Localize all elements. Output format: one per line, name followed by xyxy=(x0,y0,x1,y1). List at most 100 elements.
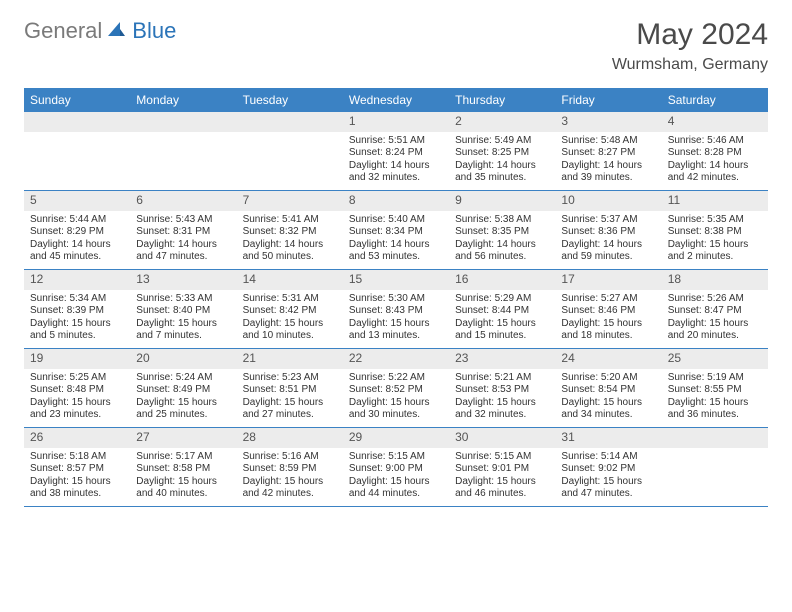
day-cell xyxy=(237,112,343,190)
day-number-bar: 28 xyxy=(237,428,343,448)
day-cell: 13 Sunrise: 5:33 AMSunset: 8:40 PMDayligh… xyxy=(130,270,236,348)
day-number: 2 xyxy=(455,114,462,128)
sunrise-text: Sunrise: 5:46 AM xyxy=(668,135,762,148)
day-body: Sunrise: 5:46 AMSunset: 8:28 PMDaylight:… xyxy=(662,132,768,189)
day-cell xyxy=(662,428,768,506)
day-body xyxy=(237,132,343,139)
day-header: Friday xyxy=(555,88,661,112)
sunset-text: Sunset: 8:53 PM xyxy=(455,384,549,397)
day-number-bar xyxy=(237,112,343,132)
day-cell: 30Sunrise: 5:15 AMSunset: 9:01 PMDayligh… xyxy=(449,428,555,506)
daylight-text: Daylight: 14 hours xyxy=(349,160,443,173)
sunrise-text: Sunrise: 5:22 AM xyxy=(349,372,443,385)
daylight-text: Daylight: 15 hours xyxy=(561,476,655,489)
day-header: Sunday xyxy=(24,88,130,112)
daylight-text: Daylight: 14 hours xyxy=(30,239,124,252)
day-number: 28 xyxy=(243,430,256,444)
day-number-bar: 13 xyxy=(130,270,236,290)
daylight-text: and 7 minutes. xyxy=(136,330,230,343)
day-number-bar: 1 xyxy=(343,112,449,132)
daylight-text: and 36 minutes. xyxy=(668,409,762,422)
day-header: Saturday xyxy=(662,88,768,112)
daylight-text: and 30 minutes. xyxy=(349,409,443,422)
day-cell: 3Sunrise: 5:48 AMSunset: 8:27 PMDaylight… xyxy=(555,112,661,190)
day-cell: 21 Sunrise: 5:23 AMSunset: 8:51 PMDayligh… xyxy=(237,349,343,427)
sunset-text: Sunset: 8:51 PM xyxy=(243,384,337,397)
sunrise-text: Sunrise: 5:43 AM xyxy=(136,214,230,227)
week-row: 26Sunrise: 5:18 AMSunset: 8:57 PMDayligh… xyxy=(24,428,768,507)
daylight-text: and 40 minutes. xyxy=(136,488,230,501)
day-cell: 31Sunrise: 5:14 AMSunset: 9:02 PMDayligh… xyxy=(555,428,661,506)
daylight-text: Daylight: 15 hours xyxy=(30,397,124,410)
day-number-bar: 9 xyxy=(449,191,555,211)
daylight-text: and 32 minutes. xyxy=(349,172,443,185)
sunrise-text: Sunrise: 5:29 AM xyxy=(455,293,549,306)
daylight-text: and 46 minutes. xyxy=(455,488,549,501)
day-cell: 5Sunrise: 5:44 AMSunset: 8:29 PMDaylight… xyxy=(24,191,130,269)
sunset-text: Sunset: 8:39 PM xyxy=(30,305,124,318)
sunrise-text: Sunrise: 5:25 AM xyxy=(30,372,124,385)
daylight-text: and 45 minutes. xyxy=(30,251,124,264)
day-number: 24 xyxy=(561,351,574,365)
day-number-bar xyxy=(662,428,768,448)
day-number: 14 xyxy=(243,272,256,286)
day-number-bar: 19 xyxy=(24,349,130,369)
day-number: 21 xyxy=(243,351,256,365)
sunset-text: Sunset: 8:24 PM xyxy=(349,147,443,160)
daylight-text: Daylight: 14 hours xyxy=(455,160,549,173)
day-number-bar: 15 xyxy=(343,270,449,290)
daylight-text: Daylight: 14 hours xyxy=(243,239,337,252)
day-number-bar: 8 xyxy=(343,191,449,211)
sunset-text: Sunset: 8:59 PM xyxy=(243,463,337,476)
day-body: Sunrise: 5:18 AMSunset: 8:57 PMDaylight:… xyxy=(24,448,130,505)
sunset-text: Sunset: 8:57 PM xyxy=(30,463,124,476)
month-title: May 2024 xyxy=(612,18,768,52)
day-number-bar: 31 xyxy=(555,428,661,448)
day-body: Sunrise: 5:24 AMSunset: 8:49 PMDaylight:… xyxy=(130,369,236,426)
daylight-text: and 5 minutes. xyxy=(30,330,124,343)
sunrise-text: Sunrise: 5:41 AM xyxy=(243,214,337,227)
weeks-container: 1Sunrise: 5:51 AMSunset: 8:24 PMDaylight… xyxy=(24,112,768,507)
day-cell: 14Sunrise: 5:31 AMSunset: 8:42 PMDayligh… xyxy=(237,270,343,348)
sunset-text: Sunset: 8:52 PM xyxy=(349,384,443,397)
logo: General Blue xyxy=(24,18,176,44)
sunrise-text: Sunrise: 5:27 AM xyxy=(561,293,655,306)
day-number-bar xyxy=(24,112,130,132)
day-cell: 4Sunrise: 5:46 AMSunset: 8:28 PMDaylight… xyxy=(662,112,768,190)
day-body: Sunrise: 5:23 AMSunset: 8:51 PMDaylight:… xyxy=(237,369,343,426)
daylight-text: Daylight: 15 hours xyxy=(136,397,230,410)
sail-icon xyxy=(106,20,126,43)
sunset-text: Sunset: 8:31 PM xyxy=(136,226,230,239)
day-body xyxy=(130,132,236,139)
sunrise-text: Sunrise: 5:15 AM xyxy=(455,451,549,464)
daylight-text: and 42 minutes. xyxy=(243,488,337,501)
day-cell: 8Sunrise: 5:40 AMSunset: 8:34 PMDaylight… xyxy=(343,191,449,269)
day-body: Sunrise: 5:38 AMSunset: 8:35 PMDaylight:… xyxy=(449,211,555,268)
day-number-bar: 23 xyxy=(449,349,555,369)
daylight-text: Daylight: 15 hours xyxy=(349,397,443,410)
logo-text-blue: Blue xyxy=(132,18,176,44)
day-cell: 23Sunrise: 5:21 AMSunset: 8:53 PMDayligh… xyxy=(449,349,555,427)
day-body: Sunrise: 5:30 AMSunset: 8:43 PMDaylight:… xyxy=(343,290,449,347)
daylight-text: and 56 minutes. xyxy=(455,251,549,264)
day-number-bar: 12 xyxy=(24,270,130,290)
day-body: Sunrise: 5:14 AMSunset: 9:02 PMDaylight:… xyxy=(555,448,661,505)
day-body: Sunrise: 5:43 AMSunset: 8:31 PMDaylight:… xyxy=(130,211,236,268)
sunset-text: Sunset: 8:25 PM xyxy=(455,147,549,160)
day-number-bar: 18 xyxy=(662,270,768,290)
day-number: 13 xyxy=(136,272,149,286)
header: General Blue May 2024 Wurmsham, Germany xyxy=(24,18,768,74)
daylight-text: Daylight: 14 hours xyxy=(136,239,230,252)
sunrise-text: Sunrise: 5:19 AM xyxy=(668,372,762,385)
daylight-text: and 44 minutes. xyxy=(349,488,443,501)
day-cell: 17Sunrise: 5:27 AMSunset: 8:46 PMDayligh… xyxy=(555,270,661,348)
daylight-text: Daylight: 15 hours xyxy=(668,397,762,410)
day-cell: 16Sunrise: 5:29 AMSunset: 8:44 PMDayligh… xyxy=(449,270,555,348)
sunset-text: Sunset: 8:27 PM xyxy=(561,147,655,160)
day-body: Sunrise: 5:33 AMSunset: 8:40 PMDaylight:… xyxy=(130,290,236,347)
sunset-text: Sunset: 9:00 PM xyxy=(349,463,443,476)
sunrise-text: Sunrise: 5:14 AM xyxy=(561,451,655,464)
sunset-text: Sunset: 8:55 PM xyxy=(668,384,762,397)
daylight-text: Daylight: 14 hours xyxy=(561,239,655,252)
sunrise-text: Sunrise: 5:51 AM xyxy=(349,135,443,148)
